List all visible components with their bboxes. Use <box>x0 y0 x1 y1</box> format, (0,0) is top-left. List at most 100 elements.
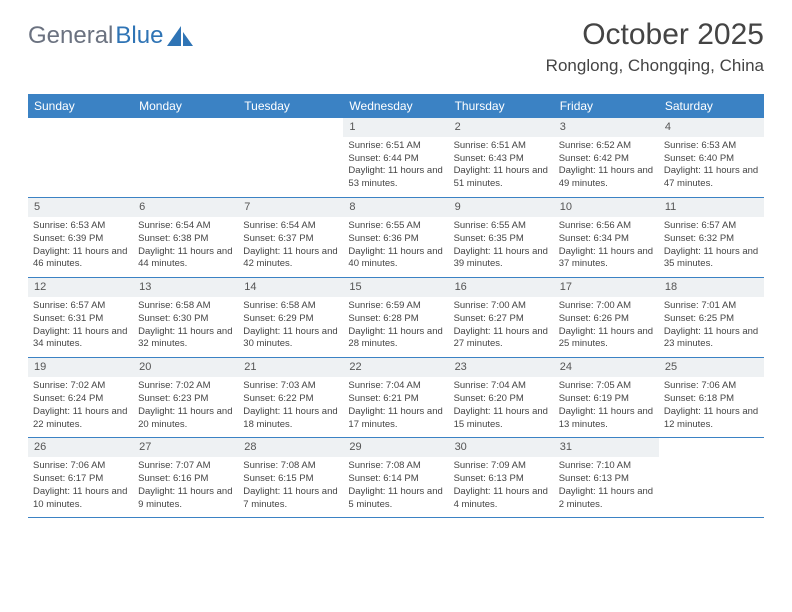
day-info: Sunrise: 7:00 AMSunset: 6:26 PMDaylight:… <box>559 300 654 351</box>
calendar-day-cell: 31Sunrise: 7:10 AMSunset: 6:13 PMDayligh… <box>554 438 659 518</box>
logo-text-1: General <box>28 22 113 50</box>
day-info: Sunrise: 6:51 AMSunset: 6:44 PMDaylight:… <box>348 140 443 191</box>
day-number: 23 <box>449 358 554 377</box>
weekday-header: Monday <box>133 94 238 118</box>
calendar-day-cell: . <box>238 118 343 198</box>
day-info: Sunrise: 7:09 AMSunset: 6:13 PMDaylight:… <box>454 460 549 511</box>
day-info: Sunrise: 6:53 AMSunset: 6:40 PMDaylight:… <box>664 140 759 191</box>
day-number: 11 <box>659 198 764 217</box>
weekday-header: Tuesday <box>238 94 343 118</box>
day-number: 14 <box>238 278 343 297</box>
day-info: Sunrise: 7:07 AMSunset: 6:16 PMDaylight:… <box>138 460 233 511</box>
day-number: 28 <box>238 438 343 457</box>
day-number: 15 <box>343 278 448 297</box>
logo-text-2: Blue <box>115 22 163 50</box>
day-info: Sunrise: 6:59 AMSunset: 6:28 PMDaylight:… <box>348 300 443 351</box>
logo: GeneralBlue <box>28 18 193 50</box>
calendar-day-cell: 4 Sunrise: 6:53 AMSunset: 6:40 PMDaylight… <box>659 118 764 198</box>
calendar-day-cell: 11 Sunrise: 6:57 AMSunset: 6:32 PMDayligh… <box>659 198 764 278</box>
day-number: 19 <box>28 358 133 377</box>
calendar-day-cell: 18Sunrise: 7:01 AMSunset: 6:25 PMDayligh… <box>659 278 764 358</box>
day-info: Sunrise: 7:02 AMSunset: 6:24 PMDaylight:… <box>33 380 128 431</box>
day-number: 18 <box>659 278 764 297</box>
day-info: Sunrise: 7:08 AMSunset: 6:14 PMDaylight:… <box>348 460 443 511</box>
calendar-table: SundayMondayTuesdayWednesdayThursdayFrid… <box>28 94 764 518</box>
month-title: October 2025 <box>546 18 764 52</box>
day-number: 16 <box>449 278 554 297</box>
day-number: 3 <box>554 118 659 137</box>
day-info: Sunrise: 7:08 AMSunset: 6:15 PMDaylight:… <box>243 460 338 511</box>
calendar-day-cell: 28 Sunrise: 7:08 AMSunset: 6:15 PMDayligh… <box>238 438 343 518</box>
weekday-header: Sunday <box>28 94 133 118</box>
calendar-day-cell: . <box>28 118 133 198</box>
day-info: Sunrise: 7:06 AMSunset: 6:17 PMDaylight:… <box>33 460 128 511</box>
day-info: Sunrise: 7:02 AMSunset: 6:23 PMDaylight:… <box>138 380 233 431</box>
day-number: 4 <box>659 118 764 137</box>
day-number: 2 <box>449 118 554 137</box>
logo-sail-icon <box>167 26 193 46</box>
calendar-day-cell: 6 Sunrise: 6:54 AMSunset: 6:38 PMDaylight… <box>133 198 238 278</box>
header: GeneralBlue October 2025 Ronglong, Chong… <box>28 18 764 76</box>
calendar-day-cell: . <box>659 438 764 518</box>
day-number: 30 <box>449 438 554 457</box>
day-number: 12 <box>28 278 133 297</box>
calendar-day-cell: 3 Sunrise: 6:52 AMSunset: 6:42 PMDaylight… <box>554 118 659 198</box>
calendar-day-cell: 16 Sunrise: 7:00 AMSunset: 6:27 PMDayligh… <box>449 278 554 358</box>
weekday-header: Saturday <box>659 94 764 118</box>
calendar-week-row: 12 Sunrise: 6:57 AMSunset: 6:31 PMDayligh… <box>28 278 764 358</box>
day-info: Sunrise: 7:05 AMSunset: 6:19 PMDaylight:… <box>559 380 654 431</box>
day-info: Sunrise: 6:56 AMSunset: 6:34 PMDaylight:… <box>559 220 654 271</box>
day-number: 21 <box>238 358 343 377</box>
day-info: Sunrise: 6:57 AMSunset: 6:31 PMDaylight:… <box>33 300 128 351</box>
calendar-day-cell: 22 Sunrise: 7:04 AMSunset: 6:21 PMDayligh… <box>343 358 448 438</box>
day-number: 22 <box>343 358 448 377</box>
day-info: Sunrise: 6:54 AMSunset: 6:38 PMDaylight:… <box>138 220 233 271</box>
day-info: Sunrise: 6:58 AMSunset: 6:29 PMDaylight:… <box>243 300 338 351</box>
calendar-week-row: ...1Sunrise: 6:51 AMSunset: 6:44 PMDayli… <box>28 118 764 198</box>
day-number: 17 <box>554 278 659 297</box>
weekday-header: Friday <box>554 94 659 118</box>
calendar-day-cell: 14 Sunrise: 6:58 AMSunset: 6:29 PMDayligh… <box>238 278 343 358</box>
calendar-day-cell: 21 Sunrise: 7:03 AMSunset: 6:22 PMDayligh… <box>238 358 343 438</box>
day-number: 10 <box>554 198 659 217</box>
day-info: Sunrise: 7:04 AMSunset: 6:21 PMDaylight:… <box>348 380 443 431</box>
calendar-day-cell: 7Sunrise: 6:54 AMSunset: 6:37 PMDaylight… <box>238 198 343 278</box>
day-info: Sunrise: 6:52 AMSunset: 6:42 PMDaylight:… <box>559 140 654 191</box>
calendar-week-row: 19 Sunrise: 7:02 AMSunset: 6:24 PMDayligh… <box>28 358 764 438</box>
title-block: October 2025 Ronglong, Chongqing, China <box>546 18 764 76</box>
day-info: Sunrise: 7:00 AMSunset: 6:27 PMDaylight:… <box>454 300 549 351</box>
calendar-day-cell: 9 Sunrise: 6:55 AMSunset: 6:35 PMDaylight… <box>449 198 554 278</box>
calendar-day-cell: 5 Sunrise: 6:53 AMSunset: 6:39 PMDaylight… <box>28 198 133 278</box>
calendar-week-row: 26Sunrise: 7:06 AMSunset: 6:17 PMDayligh… <box>28 438 764 518</box>
calendar-day-cell: 29 Sunrise: 7:08 AMSunset: 6:14 PMDayligh… <box>343 438 448 518</box>
day-number: 5 <box>28 198 133 217</box>
day-number: 24 <box>554 358 659 377</box>
calendar-day-cell: . <box>133 118 238 198</box>
calendar-day-cell: 24 Sunrise: 7:05 AMSunset: 6:19 PMDayligh… <box>554 358 659 438</box>
weekday-header: Thursday <box>449 94 554 118</box>
calendar-day-cell: 23 Sunrise: 7:04 AMSunset: 6:20 PMDayligh… <box>449 358 554 438</box>
day-number: 27 <box>133 438 238 457</box>
day-info: Sunrise: 7:04 AMSunset: 6:20 PMDaylight:… <box>454 380 549 431</box>
day-info: Sunrise: 6:51 AMSunset: 6:43 PMDaylight:… <box>454 140 549 191</box>
day-info: Sunrise: 6:57 AMSunset: 6:32 PMDaylight:… <box>664 220 759 271</box>
day-number: 13 <box>133 278 238 297</box>
day-number: 6 <box>133 198 238 217</box>
calendar-day-cell: 17 Sunrise: 7:00 AMSunset: 6:26 PMDayligh… <box>554 278 659 358</box>
day-info: Sunrise: 6:55 AMSunset: 6:35 PMDaylight:… <box>454 220 549 271</box>
calendar-day-cell: 26Sunrise: 7:06 AMSunset: 6:17 PMDayligh… <box>28 438 133 518</box>
calendar-day-cell: 19 Sunrise: 7:02 AMSunset: 6:24 PMDayligh… <box>28 358 133 438</box>
day-number: 9 <box>449 198 554 217</box>
day-info: Sunrise: 6:58 AMSunset: 6:30 PMDaylight:… <box>138 300 233 351</box>
calendar-day-cell: 13 Sunrise: 6:58 AMSunset: 6:30 PMDayligh… <box>133 278 238 358</box>
calendar-day-cell: 15 Sunrise: 6:59 AMSunset: 6:28 PMDayligh… <box>343 278 448 358</box>
day-info: Sunrise: 7:03 AMSunset: 6:22 PMDaylight:… <box>243 380 338 431</box>
calendar-body: ...1Sunrise: 6:51 AMSunset: 6:44 PMDayli… <box>28 118 764 518</box>
day-info: Sunrise: 7:10 AMSunset: 6:13 PMDaylight:… <box>559 460 654 511</box>
day-number: 25 <box>659 358 764 377</box>
day-info: Sunrise: 6:53 AMSunset: 6:39 PMDaylight:… <box>33 220 128 271</box>
day-number: 8 <box>343 198 448 217</box>
day-number: 29 <box>343 438 448 457</box>
calendar-day-cell: 10 Sunrise: 6:56 AMSunset: 6:34 PMDayligh… <box>554 198 659 278</box>
calendar-day-cell: 2 Sunrise: 6:51 AMSunset: 6:43 PMDaylight… <box>449 118 554 198</box>
